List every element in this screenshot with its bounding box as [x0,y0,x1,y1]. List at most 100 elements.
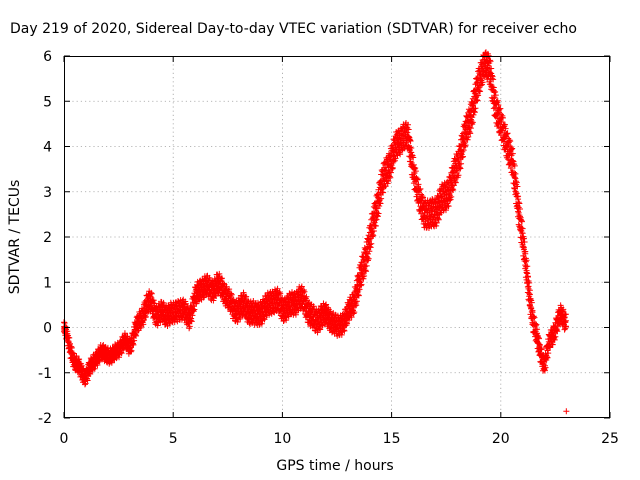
data-point-plus [513,190,520,197]
y-tick-label: 5 [43,94,52,110]
data-point-plus [372,199,379,206]
data-point-plus [549,341,556,348]
data-point-plus [518,218,525,225]
x-tick-label: 0 [60,431,69,447]
data-point-plus [528,299,535,306]
data-point-plus [493,98,500,105]
data-point-plus [348,314,355,321]
data-point-plus [344,320,351,327]
data-point-plus [538,346,545,353]
y-tick-label: 6 [43,49,52,65]
data-point-plus [452,178,459,185]
data-point-plus [226,286,233,293]
data-point-plus [494,97,501,104]
data-point-plus [420,194,427,201]
data-point-plus [487,58,494,65]
data-point-plus [128,347,135,354]
data-point-plus [507,165,514,172]
data-point-plus [516,200,523,207]
data-point-plus [303,293,310,300]
data-point-plus [68,343,75,350]
data-point-plus [363,262,370,269]
data-point-plus [406,134,413,141]
data-point-plus [517,224,524,231]
data-point-plus [116,354,123,361]
data-point-plus [511,174,518,181]
data-point-plus [305,300,312,307]
data-point-plus [380,189,387,196]
data-point-plus [332,311,339,318]
data-point-plus [354,272,361,279]
data-point-plus [370,227,377,234]
data-point-plus [372,202,379,209]
data-point-plus [502,125,509,132]
data-point-plus [377,200,384,207]
data-point-plus [141,312,148,319]
data-point-plus [385,178,392,185]
data-point-plus [452,179,459,186]
data-point-plus [190,307,197,314]
data-point-plus [467,113,474,120]
data-point-plus [340,323,347,330]
data-point-plus [464,136,471,143]
data-point-plus [261,316,268,323]
x-tick-label: 5 [169,431,178,447]
data-point-plus [406,137,413,144]
data-point-plus [188,318,195,325]
data-point-plus [554,328,561,335]
data-point-plus [352,299,359,306]
data-point-plus [563,408,570,415]
data-point-plus [365,250,372,257]
y-axis-label: SDTVAR / TECUs [7,180,23,295]
data-point-plus [131,337,138,344]
data-point-plus [490,76,497,83]
data-point-plus [537,345,544,352]
data-point-plus [532,322,539,329]
data-point-plus [447,196,454,203]
data-point-plus [363,268,370,275]
data-point-plus [227,293,234,300]
data-point-plus [536,341,543,348]
data-point-plus [360,275,367,282]
data-point-plus [408,151,415,158]
data-point-plus [113,355,120,362]
data-point-plus [376,196,383,203]
data-point-plus [390,158,397,165]
data-point-plus [234,319,241,326]
data-point-plus [364,254,371,261]
data-point-plus [137,322,144,329]
data-point-plus [513,178,520,185]
data-point-plus [243,293,250,300]
data-point-plus [372,222,379,229]
data-point-plus [129,340,136,347]
data-point-plus [179,297,186,304]
data-point-plus [517,206,524,213]
data-point-plus [338,331,345,338]
data-point-plus [148,290,155,297]
data-point-plus [147,293,154,300]
data-point-plus [482,50,489,57]
data-point-plus [518,224,525,231]
data-point-plus [484,54,491,61]
data-point-plus [417,185,424,192]
data-point-plus [415,181,422,188]
data-point-plus [526,279,533,286]
data-point-plus [404,121,411,128]
data-point-plus [533,321,540,328]
data-point-plus [521,239,528,246]
data-point-plus [522,248,529,255]
data-point-plus [64,328,71,335]
data-point-plus [365,255,372,262]
data-point-plus [490,84,497,91]
data-point-plus [353,302,360,309]
y-tick-label: 1 [43,275,52,291]
data-point-plus [515,193,522,200]
y-tick-label: 3 [43,185,52,201]
data-point-plus [450,187,457,194]
data-point-plus [133,332,140,339]
data-point-plus [127,344,134,351]
data-point-plus [528,305,535,312]
data-point-plus [492,88,499,95]
data-point-plus [529,307,536,314]
